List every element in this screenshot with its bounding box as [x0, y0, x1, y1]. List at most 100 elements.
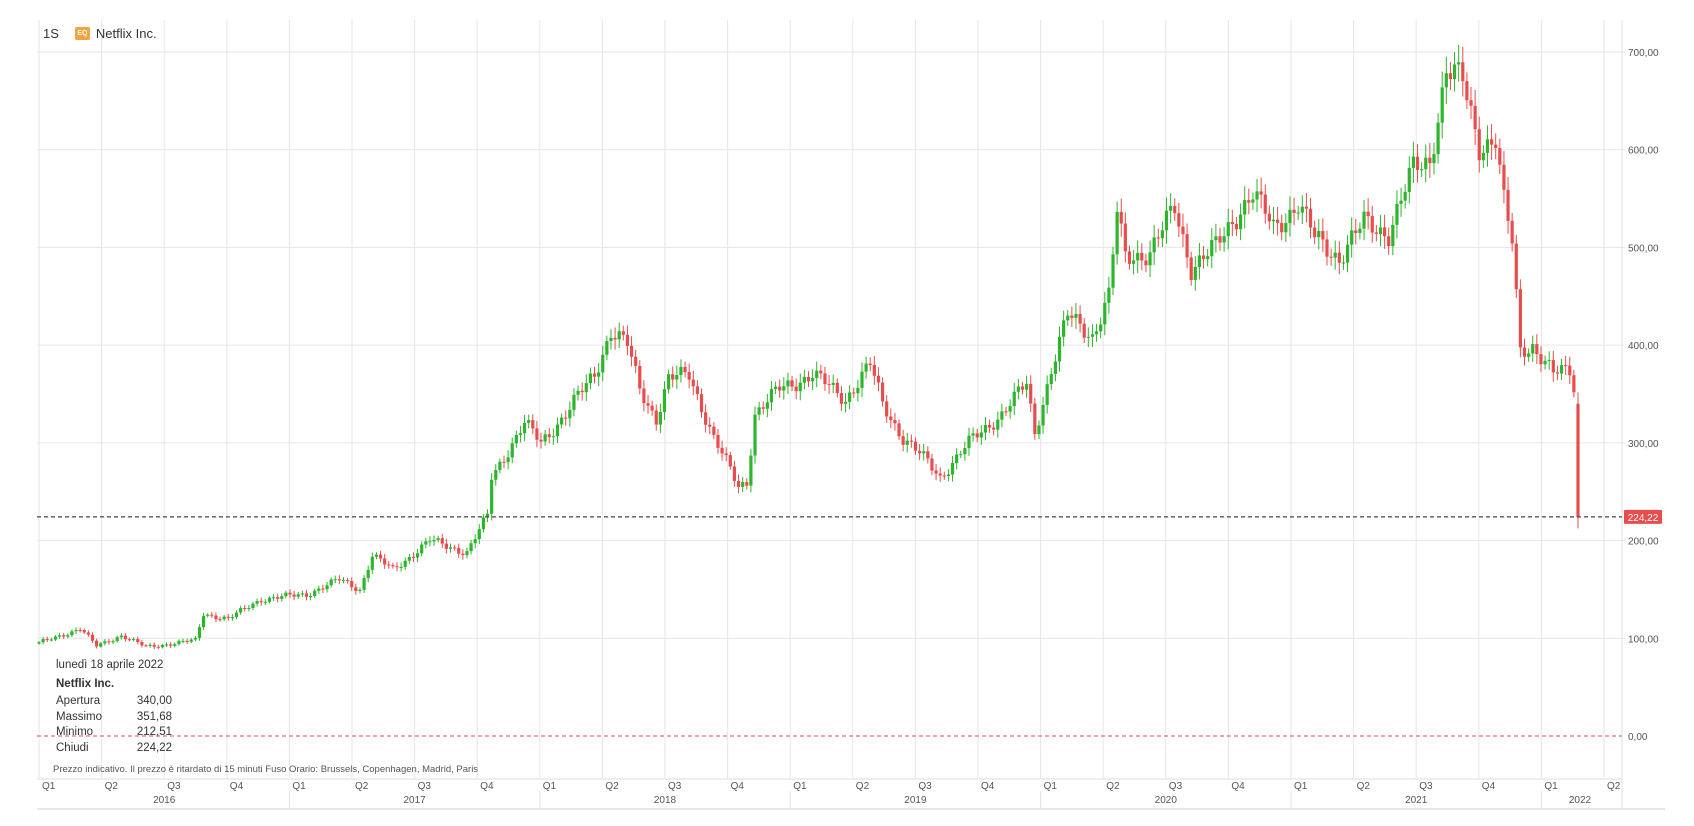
candle — [1551, 350, 1555, 382]
x-tick-label: Q3 — [1419, 781, 1433, 792]
candle-body — [1173, 206, 1177, 214]
candle — [453, 544, 457, 551]
price-lines: 224,22 — [37, 509, 1662, 737]
candle-body — [1518, 289, 1522, 348]
candle — [1300, 195, 1304, 225]
candle — [57, 632, 62, 639]
candle-body — [876, 375, 881, 383]
x-tick-label: Q4 — [731, 781, 745, 792]
candle — [1436, 113, 1440, 164]
candle-body — [276, 597, 280, 599]
tooltip-row-open: Apertura 340,00 — [56, 694, 172, 710]
candle — [239, 605, 243, 615]
candle-body — [1432, 154, 1436, 164]
year-label: 2022 — [1569, 795, 1592, 806]
candle — [1259, 177, 1263, 209]
candle-body — [716, 434, 720, 448]
candle — [638, 360, 642, 395]
candle-body — [1177, 213, 1181, 227]
candle — [1226, 208, 1230, 250]
candle — [1539, 346, 1543, 373]
candle — [584, 374, 588, 401]
candle — [946, 469, 951, 482]
candle — [778, 379, 782, 398]
candle-body — [82, 630, 86, 633]
candle — [1000, 403, 1004, 428]
candle — [1263, 184, 1267, 224]
candle — [918, 444, 922, 461]
candle — [720, 440, 724, 461]
candle — [950, 455, 955, 482]
candle — [494, 464, 498, 486]
candle — [880, 377, 885, 407]
open-value: 340,00 — [136, 695, 172, 707]
candle-body — [189, 639, 193, 642]
candle-body — [699, 394, 704, 413]
candle-body — [819, 370, 823, 374]
candle — [1510, 212, 1514, 252]
candle — [1136, 240, 1140, 273]
candle — [876, 367, 881, 392]
candle-body — [1263, 194, 1267, 214]
candle — [78, 627, 82, 633]
candle — [712, 422, 716, 440]
candle — [251, 601, 255, 611]
candle-body — [909, 440, 913, 442]
year-label: 2017 — [403, 795, 426, 806]
x-tick-label: Q1 — [793, 781, 807, 792]
candle — [679, 359, 683, 383]
candle — [1160, 221, 1164, 248]
x-tick-label: Q4 — [981, 781, 995, 792]
candle — [132, 637, 136, 642]
candle-body — [45, 639, 49, 641]
timeframe-label[interactable]: 1S — [43, 26, 59, 41]
candle — [333, 575, 337, 584]
candle — [543, 429, 547, 446]
x-tick-label: Q2 — [1357, 781, 1371, 792]
candle-body — [1436, 122, 1440, 155]
candle-body — [321, 588, 325, 590]
candle — [1004, 406, 1008, 417]
candle — [1481, 145, 1485, 168]
candle-body — [506, 457, 510, 463]
candle-body — [1024, 383, 1029, 390]
candle — [1415, 144, 1420, 183]
candle-body — [1243, 200, 1247, 215]
candle-body — [1255, 191, 1259, 200]
candle — [955, 448, 959, 470]
candle — [337, 575, 341, 585]
candle-body — [490, 479, 494, 514]
candle — [625, 325, 630, 356]
candle — [1173, 198, 1177, 221]
candle — [547, 428, 551, 444]
candle-body — [835, 382, 839, 394]
candle — [387, 560, 391, 569]
candle-body — [1473, 105, 1477, 130]
candle-body — [173, 644, 177, 646]
candle-body — [592, 373, 597, 377]
candle — [370, 552, 374, 575]
candle — [136, 636, 140, 645]
instrument-name[interactable]: Netflix Inc. — [95, 26, 157, 41]
candle — [1057, 326, 1062, 372]
candle-body — [1374, 232, 1378, 234]
candle — [732, 460, 737, 487]
candle — [41, 636, 45, 645]
candle — [1452, 52, 1457, 92]
candle — [1428, 142, 1432, 178]
candle — [934, 463, 938, 481]
candle-body — [1304, 206, 1309, 209]
candle — [45, 636, 49, 643]
candle-body — [354, 587, 358, 591]
candle-body — [1477, 129, 1481, 161]
candle-body — [918, 450, 922, 454]
candle-body — [1107, 287, 1111, 303]
candle-body — [625, 334, 630, 346]
candle-body — [1527, 353, 1531, 357]
candle-body — [41, 639, 45, 643]
candle-body — [856, 387, 860, 394]
candle-body — [1226, 222, 1230, 237]
candle-body — [1156, 237, 1160, 239]
candle-body — [934, 470, 938, 474]
candle-body — [1169, 206, 1173, 211]
